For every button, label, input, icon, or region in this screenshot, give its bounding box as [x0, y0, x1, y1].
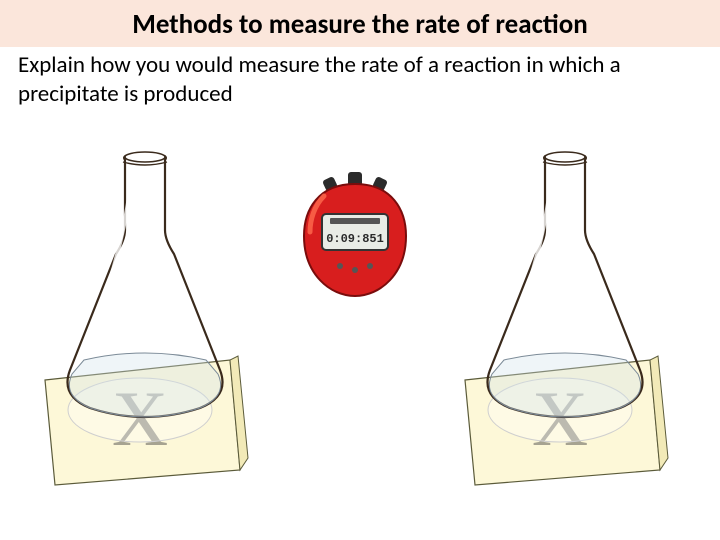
stopwatch-dot — [367, 263, 373, 269]
slide-title: Methods to measure the rate of reaction — [0, 0, 720, 47]
diagram-stage: X X X — [0, 150, 720, 510]
prompt-text: Explain how you would measure the rate o… — [0, 47, 720, 109]
flask-liquid — [69, 353, 220, 417]
stopwatch-brand-strip — [330, 218, 380, 224]
flask-svg — [50, 150, 240, 430]
stopwatch-dot — [352, 267, 358, 273]
flask-mouth — [125, 152, 165, 162]
stopwatch-time: 0:09:851 — [326, 232, 384, 246]
flask-svg — [470, 150, 660, 430]
stopwatch-icon: 0:09:851 — [300, 170, 410, 300]
stopwatch-svg: 0:09:851 — [300, 170, 410, 300]
conical-flask-left — [50, 150, 240, 430]
conical-flask-right — [470, 150, 660, 430]
stopwatch-dot — [337, 263, 343, 269]
flask-mouth — [545, 152, 585, 162]
flask-liquid — [489, 353, 640, 417]
slide: Methods to measure the rate of reaction … — [0, 0, 720, 540]
